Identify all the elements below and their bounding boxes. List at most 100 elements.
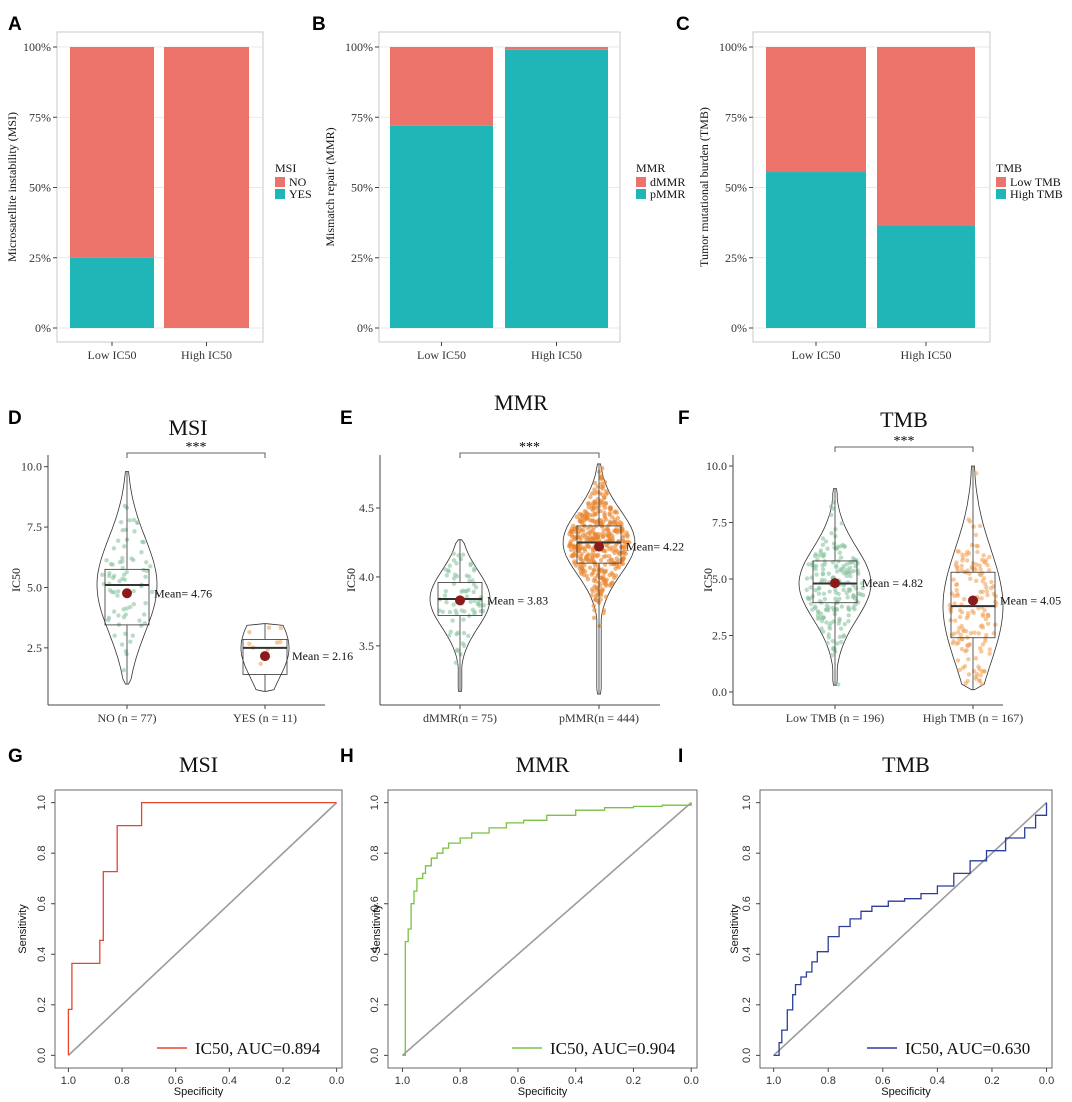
- y-tick-label: 1.0: [741, 795, 753, 810]
- jitter-point: [600, 492, 605, 497]
- jitter-point: [601, 610, 606, 616]
- jitter-point: [613, 573, 618, 578]
- y-tick-label: 100%: [719, 40, 747, 54]
- jitter-point: [585, 553, 590, 558]
- jitter-point: [607, 511, 612, 516]
- y-tick-label: 0.0: [712, 685, 727, 699]
- jitter-point: [588, 494, 593, 500]
- jitter-point: [851, 593, 857, 599]
- jitter-point: [973, 532, 979, 538]
- jitter-point: [851, 605, 856, 610]
- jitter-point: [111, 546, 117, 551]
- jitter-point: [965, 678, 970, 684]
- jitter-point: [824, 603, 830, 608]
- jitter-point: [614, 556, 619, 561]
- jitter-point: [602, 479, 608, 485]
- y-tick-label: 2.5: [27, 641, 42, 655]
- x-tick-label: dMMR(n = 75): [423, 711, 497, 725]
- mean-marker: [455, 595, 465, 606]
- jitter-point: [846, 618, 851, 624]
- jitter-point: [100, 572, 105, 578]
- jitter-point: [592, 576, 598, 581]
- jitter-point: [979, 596, 984, 601]
- roc-curve: [773, 802, 1048, 1057]
- jitter-point: [572, 526, 578, 532]
- x-tick-label: 1.0: [395, 1075, 410, 1087]
- jitter-point: [978, 572, 984, 578]
- y-tick-label: 0.4: [741, 947, 753, 962]
- jitter-point: [960, 558, 965, 563]
- jitter-point: [471, 582, 477, 587]
- jitter-point: [830, 652, 835, 658]
- jitter-point: [135, 520, 140, 525]
- panel-label-b: B: [312, 14, 326, 35]
- y-tick-label: 7.5: [27, 520, 42, 534]
- bar-segment-low-tmb: [766, 47, 866, 173]
- jitter-point: [979, 669, 985, 674]
- jitter-point: [620, 545, 625, 550]
- y-tick-label: 1.0: [36, 795, 48, 810]
- jitter-point: [117, 559, 123, 565]
- jitter-point: [988, 585, 994, 591]
- jitter-point: [860, 581, 865, 586]
- jitter-point: [973, 656, 979, 661]
- jitter-point: [833, 533, 838, 539]
- jitter-point: [833, 596, 838, 601]
- jitter-point: [622, 540, 628, 545]
- jitter-point: [841, 587, 846, 593]
- jitter-point: [955, 591, 960, 597]
- jitter-point: [611, 561, 616, 567]
- jitter-point: [987, 647, 993, 652]
- jitter-point: [585, 577, 591, 582]
- jitter-point: [603, 500, 609, 506]
- legend-title: TMB: [996, 161, 1022, 175]
- bar-segment-no: [70, 47, 154, 258]
- jitter-point: [597, 623, 603, 629]
- y-axis-label: IC50: [9, 568, 23, 592]
- x-tick-label: 0.0: [329, 1075, 344, 1087]
- jitter-point: [610, 520, 615, 525]
- jitter-point: [844, 573, 849, 579]
- jitter-point: [812, 553, 818, 559]
- jitter-point: [578, 519, 583, 524]
- jitter-point: [845, 595, 850, 600]
- jitter-point: [818, 611, 824, 616]
- jitter-point: [471, 568, 477, 573]
- jitter-point: [607, 505, 612, 510]
- jitter-point: [824, 620, 829, 625]
- jitter-point: [827, 626, 833, 631]
- y-tick-label: 75%: [725, 110, 747, 124]
- y-tick-label: 0.6: [36, 896, 48, 911]
- significance-bracket: [126, 452, 266, 458]
- jitter-point: [481, 603, 487, 608]
- jitter-point: [823, 607, 829, 612]
- jitter-point: [131, 517, 137, 523]
- x-tick-label: Low IC50: [792, 348, 841, 362]
- jitter-point: [827, 589, 832, 594]
- bar-chart-b: 0% 25% 50% 75% 100% Low IC50 High IC50 Mismatch…: [323, 31, 685, 362]
- jitter-point: [987, 554, 992, 560]
- jitter-point: [956, 640, 961, 645]
- mean-marker: [830, 578, 840, 589]
- jitter-point: [978, 589, 983, 595]
- jitter-point: [602, 505, 608, 511]
- jitter-point: [974, 562, 979, 567]
- bar-segment-high-tmb: [877, 225, 975, 328]
- y-tick-label: 50%: [29, 181, 51, 195]
- jitter-point: [858, 592, 864, 597]
- jitter-point: [860, 585, 865, 591]
- y-tick-label: 7.5: [712, 516, 727, 530]
- jitter-point: [601, 528, 606, 533]
- jitter-point: [613, 566, 618, 571]
- jitter-point: [816, 553, 822, 558]
- jitter-point: [119, 642, 125, 647]
- roc-curve: [67, 801, 337, 1056]
- y-axis-label: Mismatch repair (MMR): [323, 127, 337, 246]
- jitter-point: [839, 521, 845, 526]
- jitter-point: [823, 539, 829, 544]
- jitter-point: [842, 544, 848, 549]
- mean-marker: [122, 588, 132, 599]
- box: [950, 571, 996, 639]
- jitter-point: [837, 618, 842, 623]
- jitter-point: [620, 535, 625, 541]
